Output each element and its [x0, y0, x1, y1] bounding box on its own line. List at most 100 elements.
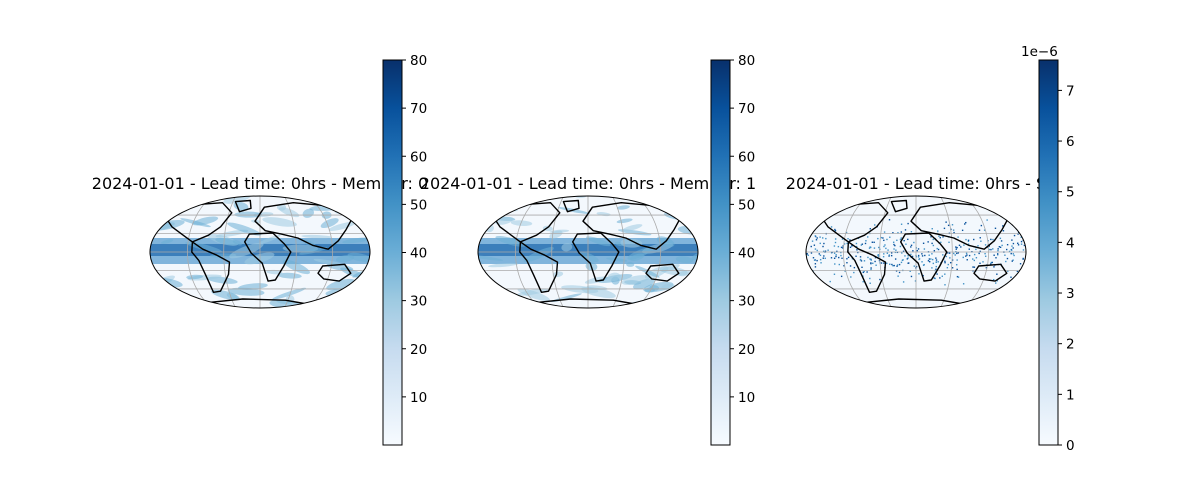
speckle [1002, 225, 1004, 227]
speckle [819, 236, 821, 238]
speckle [884, 244, 886, 246]
map-0-frame [149, 195, 371, 309]
speckle [907, 255, 909, 257]
map-1-frame [477, 195, 699, 309]
colorbar-2-offset-label: 1e−6 [1021, 44, 1058, 60]
speckle [824, 257, 826, 260]
speckle [862, 280, 864, 283]
speckle [887, 249, 889, 251]
speckle [868, 247, 871, 249]
field-streak [299, 246, 327, 255]
speckle [904, 255, 906, 257]
field-streak [277, 272, 302, 279]
field-streak [621, 275, 650, 285]
speckle [840, 246, 843, 249]
speckle [916, 249, 918, 252]
speckle [838, 256, 840, 259]
speckle [874, 224, 876, 226]
speckle [979, 262, 981, 265]
speckle [869, 246, 871, 248]
field-streak [478, 254, 504, 261]
speckle [910, 253, 912, 256]
speckle [896, 265, 898, 267]
speckle [973, 253, 976, 256]
colorbar-tick-label: 40 [738, 246, 755, 262]
speckle [822, 245, 824, 248]
speckle [910, 244, 913, 247]
speckle [934, 277, 936, 280]
speckle [888, 219, 891, 221]
speckle [942, 236, 944, 238]
speckle [966, 254, 968, 256]
speckle [833, 245, 836, 247]
speckle [829, 280, 831, 283]
speckle [816, 249, 818, 252]
speckle [814, 263, 817, 265]
speckle [830, 257, 833, 259]
speckle [921, 255, 924, 257]
speckle [900, 261, 903, 264]
speckle [999, 246, 1002, 249]
speckle [873, 247, 876, 249]
speckle [937, 261, 939, 263]
speckle [841, 257, 843, 259]
speckle [822, 237, 824, 239]
speckle [873, 241, 875, 244]
speckle [1010, 276, 1012, 278]
speckle [892, 241, 895, 243]
coastline [191, 241, 231, 293]
speckle [988, 245, 990, 247]
meridian-line [964, 196, 990, 308]
meridian-line [636, 196, 662, 308]
speckle [871, 241, 874, 243]
speckle [962, 283, 965, 285]
field-streak [192, 216, 219, 226]
speckle [864, 242, 867, 245]
meridian-line [284, 196, 297, 308]
speckle [995, 282, 997, 284]
speckle [977, 245, 979, 247]
speckle [815, 239, 818, 241]
speckle [973, 266, 976, 268]
speckle [835, 255, 837, 258]
field-streak [691, 197, 698, 204]
field-streak [229, 242, 264, 259]
speckle [947, 263, 949, 266]
field-streak [266, 269, 283, 275]
speckle [867, 236, 869, 238]
coastline [900, 232, 948, 282]
speckle [851, 258, 854, 260]
map-1 [478, 196, 698, 308]
speckle [965, 221, 967, 224]
speckle [988, 248, 991, 251]
colorbar-tick-label: 10 [410, 390, 427, 406]
speckle [938, 235, 940, 237]
speckle [866, 271, 868, 273]
field-streak [675, 256, 694, 264]
speckle [834, 228, 836, 231]
speckle [843, 265, 845, 267]
speckle [966, 259, 968, 261]
speckle [913, 241, 915, 244]
speckle [907, 257, 909, 259]
colorbar-tick-label: 7 [1066, 83, 1075, 99]
speckle [972, 266, 974, 268]
speckle [1004, 254, 1006, 256]
speckle [956, 268, 958, 271]
coastline [973, 263, 1008, 282]
coastline [254, 202, 354, 250]
speckle [898, 271, 901, 274]
speckle [907, 238, 909, 241]
speckle [807, 254, 809, 256]
speckle [1012, 242, 1015, 245]
speckle [897, 232, 899, 234]
field-streak [626, 262, 635, 267]
speckle [849, 265, 852, 267]
speckle [944, 260, 946, 263]
speckle [931, 242, 933, 245]
speckle [837, 245, 840, 248]
speckle [853, 266, 856, 269]
speckle [822, 257, 824, 259]
speckle [882, 256, 885, 258]
field-streak [616, 218, 633, 224]
